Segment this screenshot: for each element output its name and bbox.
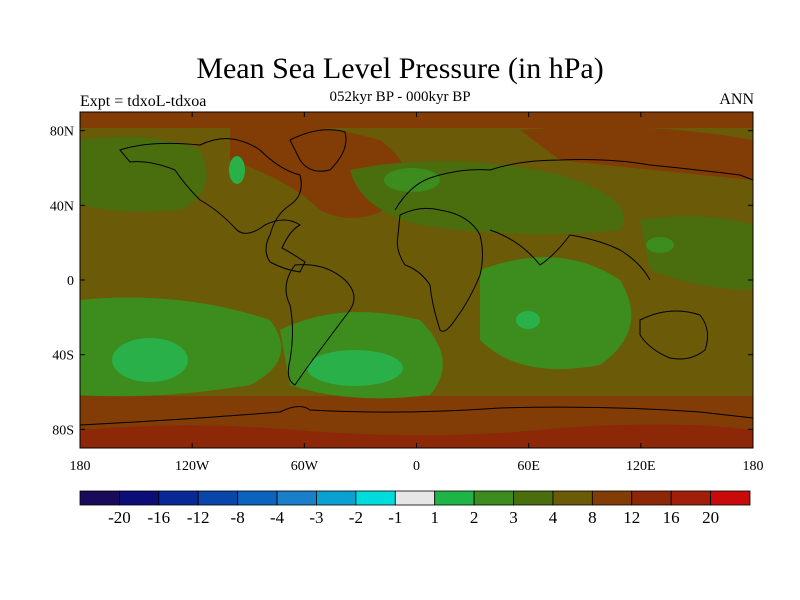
lon-tick-label: 180 (743, 459, 764, 474)
asia-low (646, 237, 674, 253)
lon-tick-label: 0 (413, 459, 420, 474)
colorbar-swatch (79, 490, 120, 506)
chart-subtitle: 052kyr BP - 000kyr BP (329, 89, 471, 105)
canada-low (229, 156, 245, 184)
colorbar-label: 2 (470, 508, 479, 527)
colorbar-label: 20 (702, 508, 719, 527)
arctic-belt (80, 112, 753, 128)
south-asia-coast (489, 229, 651, 281)
colorbar-swatch (197, 490, 239, 506)
colorbar-swatch (316, 490, 357, 506)
north-america-coast (119, 138, 306, 273)
western-pacific-zone (640, 216, 753, 290)
colorbar-label: -3 (309, 508, 323, 527)
australia-coast (639, 310, 709, 360)
lon-tick-label: 180 (70, 459, 91, 474)
colorbar-swatch (394, 490, 436, 506)
colorbar-label: 4 (549, 508, 558, 527)
axis-ticks: 80N 40N 0 40S 80S 180 120W 60W 0 60E 120E 180 (50, 112, 764, 474)
colorbar-swatch (237, 490, 278, 506)
lat-tick-label: 80S (52, 423, 74, 438)
map-fields (80, 112, 753, 448)
lon-tick-label: 120W (175, 459, 210, 474)
colorbar-swatch (710, 490, 751, 506)
chart-title: Mean Sea Level Pressure (in hPa) (196, 52, 604, 85)
colorbar: -20 -16 -12 -8 -4 -3 -2 -1 1 2 3 4 8 12 16 20 (79, 490, 751, 527)
siberian-high (520, 126, 753, 180)
europe-low (384, 168, 440, 192)
colorbar-swatch (670, 490, 711, 506)
colorbar-swatch (434, 490, 475, 506)
colorbar-label: 1 (430, 508, 439, 527)
colorbar-label: -2 (349, 508, 363, 527)
pacific-low (112, 338, 188, 382)
colorbar-label: -12 (187, 508, 210, 527)
season-label: ANN (719, 91, 754, 108)
colorbar-swatch (355, 490, 396, 506)
colorbar-label: -4 (270, 508, 285, 527)
atlantic-low (307, 350, 403, 386)
colorbar-swatch (473, 490, 514, 506)
lon-tick-label: 60W (291, 459, 319, 474)
lat-tick-label: 80N (50, 125, 74, 140)
colorbar-swatch (591, 490, 633, 506)
north-pacific-zone (80, 136, 207, 212)
south-america-coast (285, 264, 355, 386)
lon-tick-label: 120E (626, 459, 656, 474)
colorbar-swatch (552, 490, 593, 506)
indian-low (516, 311, 540, 329)
colorbar-swatch (158, 490, 199, 506)
colorbar-label: 8 (588, 508, 597, 527)
indian-ocean-zone (480, 257, 632, 370)
lat-tick-label: 40S (52, 349, 74, 364)
colorbar-label: 12 (623, 508, 640, 527)
colorbar-label: 16 (663, 508, 680, 527)
colorbar-swatch (276, 490, 317, 506)
colorbar-swatch (119, 490, 160, 506)
lat-tick-label: 40N (50, 199, 74, 214)
experiment-label: Expt = tdxoL-tdxoa (80, 93, 207, 110)
colorbar-label: -20 (108, 508, 131, 527)
greenland-coast (289, 129, 347, 172)
colorbar-swatch (513, 490, 554, 506)
colorbar-label: -8 (231, 508, 245, 527)
coastlines (80, 129, 753, 426)
antarctica-coast (80, 406, 753, 426)
eurasia-north-coast (394, 159, 753, 211)
lat-tick-label: 0 (67, 274, 74, 289)
antarctic-high (80, 424, 753, 448)
lon-tick-label: 60E (517, 459, 540, 474)
africa-coast (396, 207, 483, 332)
colorbar-label: -16 (147, 508, 170, 527)
colorbar-label: -1 (388, 508, 402, 527)
colorbar-swatch (631, 490, 672, 506)
colorbar-label: 3 (509, 508, 518, 527)
